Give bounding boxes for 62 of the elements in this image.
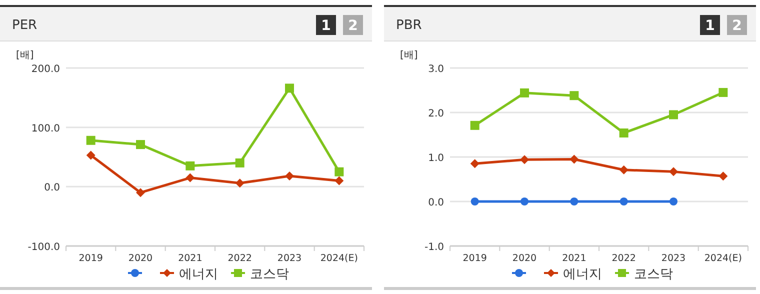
point	[520, 198, 528, 206]
text: 1	[321, 18, 331, 34]
y-tick-label: 0.0	[428, 198, 444, 208]
point	[520, 88, 529, 98]
y-tick-label: 1.0	[428, 153, 444, 164]
point	[570, 198, 578, 206]
point	[669, 167, 678, 176]
point	[570, 154, 579, 164]
y-tick-label: -100.0	[28, 242, 60, 253]
x-tick-label: 2021	[178, 253, 202, 264]
point	[670, 198, 678, 206]
chart-title: PBR	[396, 18, 422, 33]
x-tick-label: 2022	[228, 253, 252, 264]
y-tick-label: -1.0	[424, 242, 444, 253]
point	[718, 172, 728, 181]
y-tick-label: 100.0	[31, 123, 60, 134]
x-tick-label: 2024(E)	[704, 253, 742, 264]
point	[136, 188, 145, 198]
legend-label: 에너지	[563, 267, 602, 282]
point	[570, 91, 579, 100]
y-tick-label: 200.0	[31, 64, 60, 75]
point	[470, 120, 480, 130]
point	[186, 161, 195, 170]
point	[334, 176, 344, 186]
point	[334, 167, 344, 176]
point	[86, 150, 96, 160]
x-tick-label: 2019	[78, 253, 103, 264]
y-axis-title: [배]	[400, 50, 418, 61]
x-tick-label: 2019	[462, 253, 487, 264]
x-tick-label: 2020	[512, 253, 537, 264]
point	[235, 178, 244, 188]
point	[186, 173, 195, 182]
x-tick-label: 2023	[661, 253, 686, 264]
y-tick-label: 3.0	[428, 64, 444, 75]
point	[620, 198, 628, 206]
point	[235, 158, 244, 168]
point	[619, 128, 628, 138]
legend-label: 코스닥	[634, 267, 673, 282]
y-axis-title: [배]	[16, 50, 34, 61]
text: 2	[732, 18, 742, 34]
point	[285, 84, 294, 93]
y-tick-label: 2.0	[428, 108, 444, 120]
point	[718, 88, 728, 97]
point	[619, 165, 628, 174]
legend-label: 에너지	[179, 267, 218, 282]
point	[136, 140, 145, 150]
point	[86, 136, 96, 145]
point	[669, 110, 678, 120]
legend-label: 코스닥	[250, 267, 289, 282]
y-tick-label: 0.0	[44, 182, 60, 194]
x-tick-label: 2024(E)	[320, 253, 358, 264]
text: 2	[348, 18, 358, 34]
x-tick-label: 2020	[128, 253, 153, 264]
point	[285, 171, 294, 180]
point	[520, 155, 529, 164]
point	[470, 159, 480, 168]
x-tick-label: 2021	[562, 253, 586, 264]
chart-title: PER	[12, 18, 38, 33]
x-tick-label: 2023	[277, 253, 302, 264]
text: 1	[705, 18, 715, 34]
x-tick-label: 2022	[612, 253, 636, 264]
point	[470, 198, 479, 206]
